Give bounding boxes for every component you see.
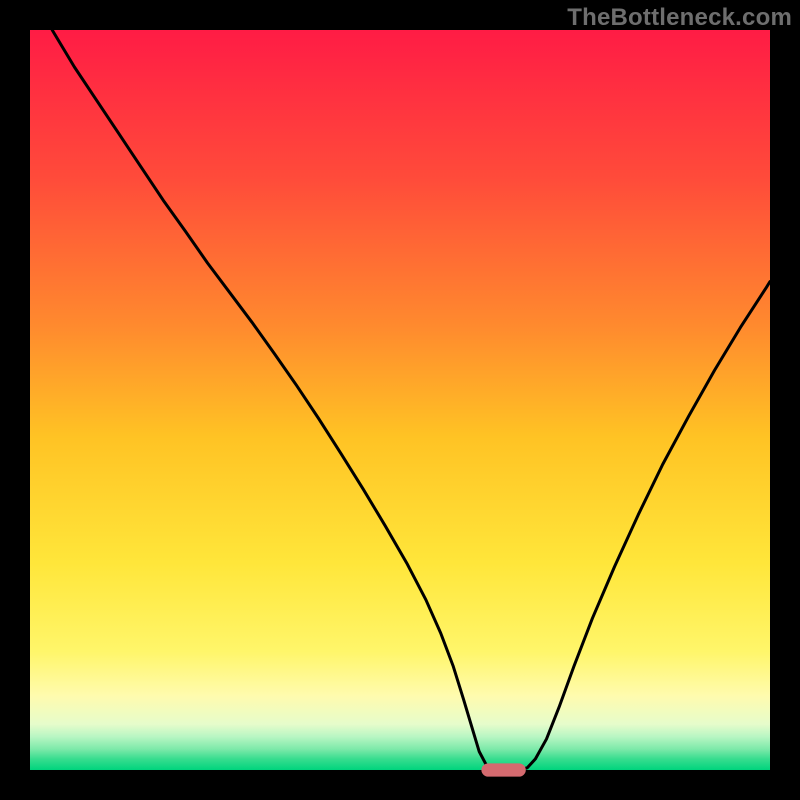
bottleneck-chart — [0, 0, 800, 800]
watermark-text: TheBottleneck.com — [567, 4, 792, 32]
chart-stage: TheBottleneck.com — [0, 0, 800, 800]
optimal-marker — [481, 763, 525, 776]
plot-background — [30, 30, 770, 770]
